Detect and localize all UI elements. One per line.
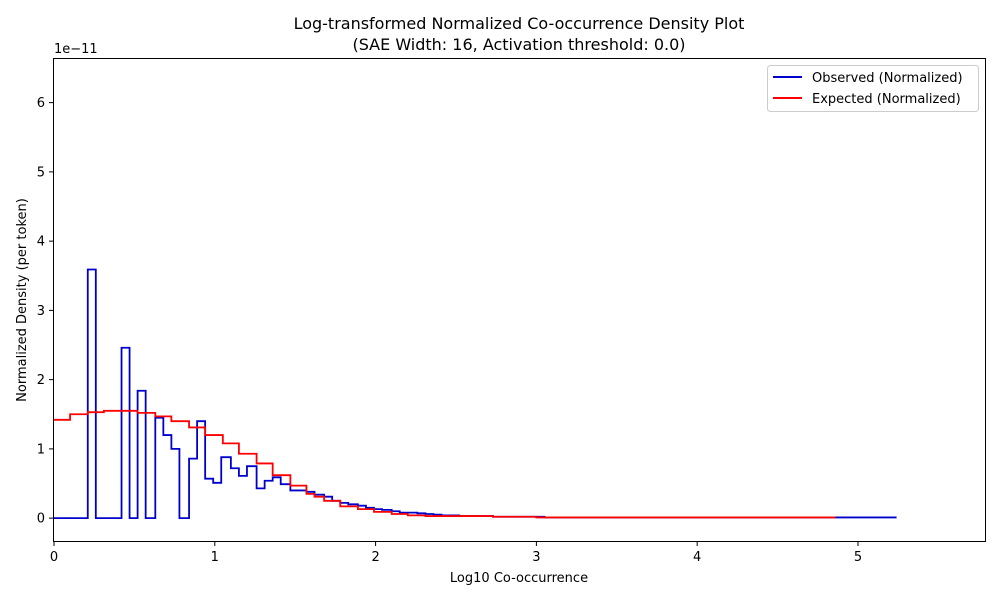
x-tick-label: 1 — [211, 550, 219, 565]
y-tick-label: 1 — [37, 442, 45, 457]
y-offset-label: 1e−11 — [54, 42, 98, 57]
series-line-0 — [54, 268, 897, 520]
plot-area — [53, 58, 986, 542]
legend-box — [767, 65, 979, 112]
y-tick-label: 5 — [37, 165, 45, 180]
legend-label-observed: Observed (Normalized) — [812, 71, 963, 86]
x-axis-label: Log10 Co-occurrence — [450, 571, 588, 586]
y-tick-label: 6 — [37, 96, 45, 111]
y-tick-label: 4 — [37, 235, 45, 250]
axes-frame — [53, 58, 986, 542]
x-tick-label: 0 — [50, 550, 58, 565]
y-axis-label: Normalized Density (per token) — [15, 198, 30, 402]
x-tick-label: 5 — [854, 550, 862, 565]
y-tick-label: 0 — [37, 512, 45, 527]
y-tick-label: 2 — [37, 373, 45, 388]
x-tick-label: 2 — [371, 550, 379, 565]
series-line-1 — [54, 409, 836, 519]
legend-label-expected: Expected (Normalized) — [812, 92, 961, 107]
y-tick-label: 3 — [37, 304, 45, 319]
chart-title-line2: (SAE Width: 16, Activation threshold: 0.… — [352, 35, 685, 54]
x-tick-label: 4 — [693, 550, 701, 565]
series-layer — [54, 268, 897, 520]
chart-title-line1: Log-transformed Normalized Co-occurrence… — [294, 14, 745, 33]
x-tick-label: 3 — [532, 550, 540, 565]
y-axis-ticks: 0 1 2 3 4 5 6 — [37, 96, 54, 527]
x-axis-ticks: 0 1 2 3 4 5 — [50, 541, 862, 565]
legend: Observed (Normalized) Expected (Normaliz… — [767, 65, 979, 112]
